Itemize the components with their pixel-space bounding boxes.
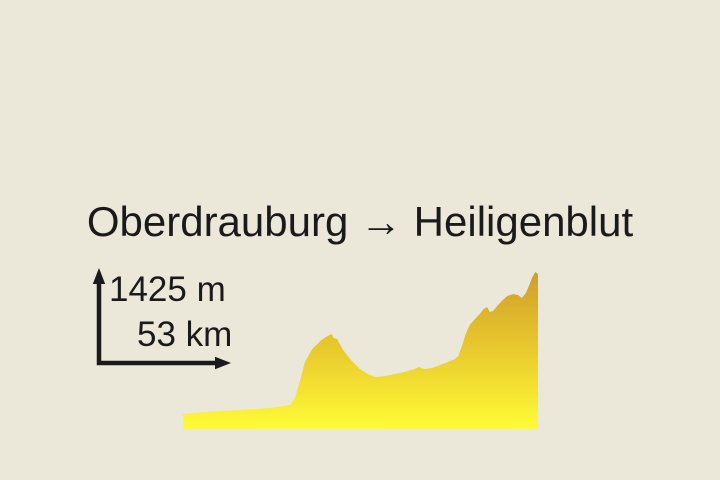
right-arrow-icon <box>215 356 231 370</box>
scale-arrows <box>96 282 218 366</box>
distance-scale-label: 53 km <box>137 315 233 354</box>
axis-arrow-shafts <box>96 282 218 366</box>
up-arrow-icon <box>92 268 106 284</box>
elevation-area <box>183 272 538 429</box>
page-title: Oberdrauburg → Heiligenblut <box>86 198 634 245</box>
elevation-scale-label: 1425 m <box>109 270 226 309</box>
